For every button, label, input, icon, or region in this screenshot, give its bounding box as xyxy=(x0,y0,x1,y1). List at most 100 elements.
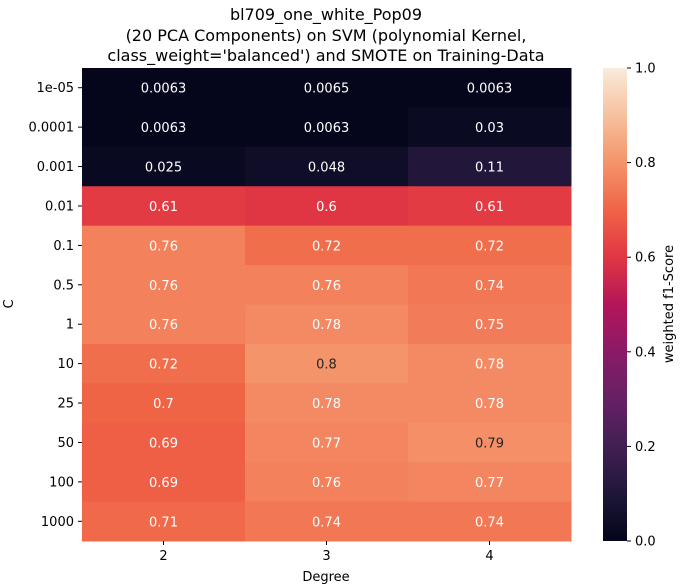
y-tick-label: 0.0001 xyxy=(29,121,75,136)
colorbar: 0.0 0.2 0.4 0.6 0.8 1.0 weighted f1-Score xyxy=(603,62,677,550)
cell-value-label: 0.7 xyxy=(153,397,174,412)
x-tick-label: 2 xyxy=(159,549,167,564)
heatmap-cell xyxy=(245,383,409,424)
x-tick-label: 4 xyxy=(485,549,493,564)
heatmap-cell-labels: 0.0063 0.0065 0.0063 0.0063 0.0063 0.03 0.025 0… xyxy=(141,82,513,531)
heatmap-cell xyxy=(82,225,246,266)
cell-value-label: 0.8 xyxy=(316,358,337,373)
cell-value-label: 0.78 xyxy=(475,397,504,412)
heatmap-cell xyxy=(408,383,572,424)
heatmap-cell xyxy=(82,146,246,187)
x-axis: 2 3 4 xyxy=(159,541,494,564)
heatmap-cell xyxy=(82,186,246,227)
cell-value-label: 0.77 xyxy=(475,476,504,491)
heatmap-cell xyxy=(245,501,409,542)
heatmap-cell xyxy=(82,68,246,108)
cell-value-label: 0.72 xyxy=(312,239,341,254)
cell-value-label: 0.025 xyxy=(145,161,182,176)
heatmap-cell xyxy=(408,265,572,305)
cell-value-label: 0.74 xyxy=(312,515,341,530)
cell-value-label: 0.0063 xyxy=(141,82,187,97)
cell-value-label: 0.78 xyxy=(312,397,341,412)
cell-value-label: 0.78 xyxy=(312,318,341,333)
colorbar-tick-label: 0.8 xyxy=(635,156,656,171)
cell-value-label: 0.72 xyxy=(149,358,178,373)
heatmap-cell xyxy=(245,68,409,108)
cell-value-label: 0.79 xyxy=(475,436,504,451)
cell-value-label: 0.69 xyxy=(149,476,178,491)
cell-value-label: 0.78 xyxy=(475,358,504,373)
heatmap-cell xyxy=(408,146,572,187)
heatmap-cell xyxy=(245,265,409,305)
heatmap-cell xyxy=(408,422,572,463)
heatmap-cells xyxy=(82,68,572,542)
y-tick-label: 1e-05 xyxy=(36,81,74,96)
heatmap-cell xyxy=(408,225,572,266)
cell-value-label: 0.71 xyxy=(149,515,178,530)
y-axis: 1e-05 0.0001 0.001 0.01 0.1 0.5 1 10 25 50 100 1000 xyxy=(29,81,82,530)
colorbar-ticks: 0.0 0.2 0.4 0.6 0.8 1.0 xyxy=(627,62,656,550)
cell-value-label: 0.0063 xyxy=(467,82,513,97)
heatmap-cell xyxy=(82,501,246,542)
heatmap-cell xyxy=(408,343,572,384)
y-axis-label: C xyxy=(2,299,17,308)
cell-value-label: 0.69 xyxy=(149,436,178,451)
heatmap-cell xyxy=(82,422,246,463)
cell-value-label: 0.0065 xyxy=(304,82,350,97)
chart-title-line-2: (20 PCA Components) on SVM (polynomial K… xyxy=(126,26,527,45)
cell-value-label: 0.74 xyxy=(475,279,504,294)
y-tick-label: 100 xyxy=(49,475,74,490)
colorbar-tick-label: 0.2 xyxy=(635,440,656,455)
cell-value-label: 0.03 xyxy=(475,121,504,136)
cell-value-label: 0.76 xyxy=(149,239,178,254)
colorbar-tick-label: 0.6 xyxy=(635,251,656,266)
heatmap-cell xyxy=(245,462,409,503)
cell-value-label: 0.76 xyxy=(312,476,341,491)
colorbar-tick-label: 0.4 xyxy=(635,345,656,360)
y-tick-label: 50 xyxy=(57,436,74,451)
colorbar-label: weighted f1-Score xyxy=(662,245,677,363)
heatmap-cell xyxy=(82,107,246,148)
heatmap-cell xyxy=(408,107,572,148)
x-tick-label: 3 xyxy=(322,549,330,564)
y-tick-label: 0.5 xyxy=(53,278,74,293)
y-tick-label: 0.1 xyxy=(53,239,74,254)
heatmap-cell xyxy=(82,343,246,384)
cell-value-label: 0.11 xyxy=(475,161,504,176)
colorbar-tick-label: 1.0 xyxy=(635,62,656,77)
cell-value-label: 0.0063 xyxy=(304,121,350,136)
heatmap-cell xyxy=(245,343,409,384)
colorbar-tick-label: 0.0 xyxy=(635,535,656,550)
cell-value-label: 0.048 xyxy=(308,161,345,176)
heatmap-cell xyxy=(82,462,246,503)
heatmap-cell xyxy=(245,304,409,345)
chart-title-line-3: class_weight='balanced') and SMOTE on Tr… xyxy=(107,46,544,66)
heatmap-cell xyxy=(245,422,409,463)
cell-value-label: 0.77 xyxy=(312,436,341,451)
cell-value-label: 0.76 xyxy=(312,279,341,294)
heatmap-cell xyxy=(408,501,572,542)
heatmap-cell xyxy=(408,462,572,503)
y-tick-label: 25 xyxy=(57,397,74,412)
heatmap-cell xyxy=(245,107,409,148)
colorbar-gradient xyxy=(603,68,627,541)
cell-value-label: 0.74 xyxy=(475,515,504,530)
y-tick-label: 10 xyxy=(57,357,74,372)
chart-title-line-1: bl709_one_white_Pop09 xyxy=(230,5,422,25)
y-tick-label: 1 xyxy=(66,318,74,333)
heatmap-cell xyxy=(245,186,409,227)
cell-value-label: 0.76 xyxy=(149,318,178,333)
y-tick-label: 1000 xyxy=(41,515,74,530)
heatmap-cell xyxy=(408,304,572,345)
heatmap-cell xyxy=(82,304,246,345)
y-tick-label: 0.01 xyxy=(45,199,74,214)
cell-value-label: 0.61 xyxy=(149,200,178,215)
heatmap-cell xyxy=(245,146,409,187)
y-tick-label: 0.001 xyxy=(37,160,74,175)
x-axis-label: Degree xyxy=(302,570,349,585)
cell-value-label: 0.6 xyxy=(316,200,337,215)
cell-value-label: 0.75 xyxy=(475,318,504,333)
heatmap-cell xyxy=(82,265,246,305)
cell-value-label: 0.61 xyxy=(475,200,504,215)
